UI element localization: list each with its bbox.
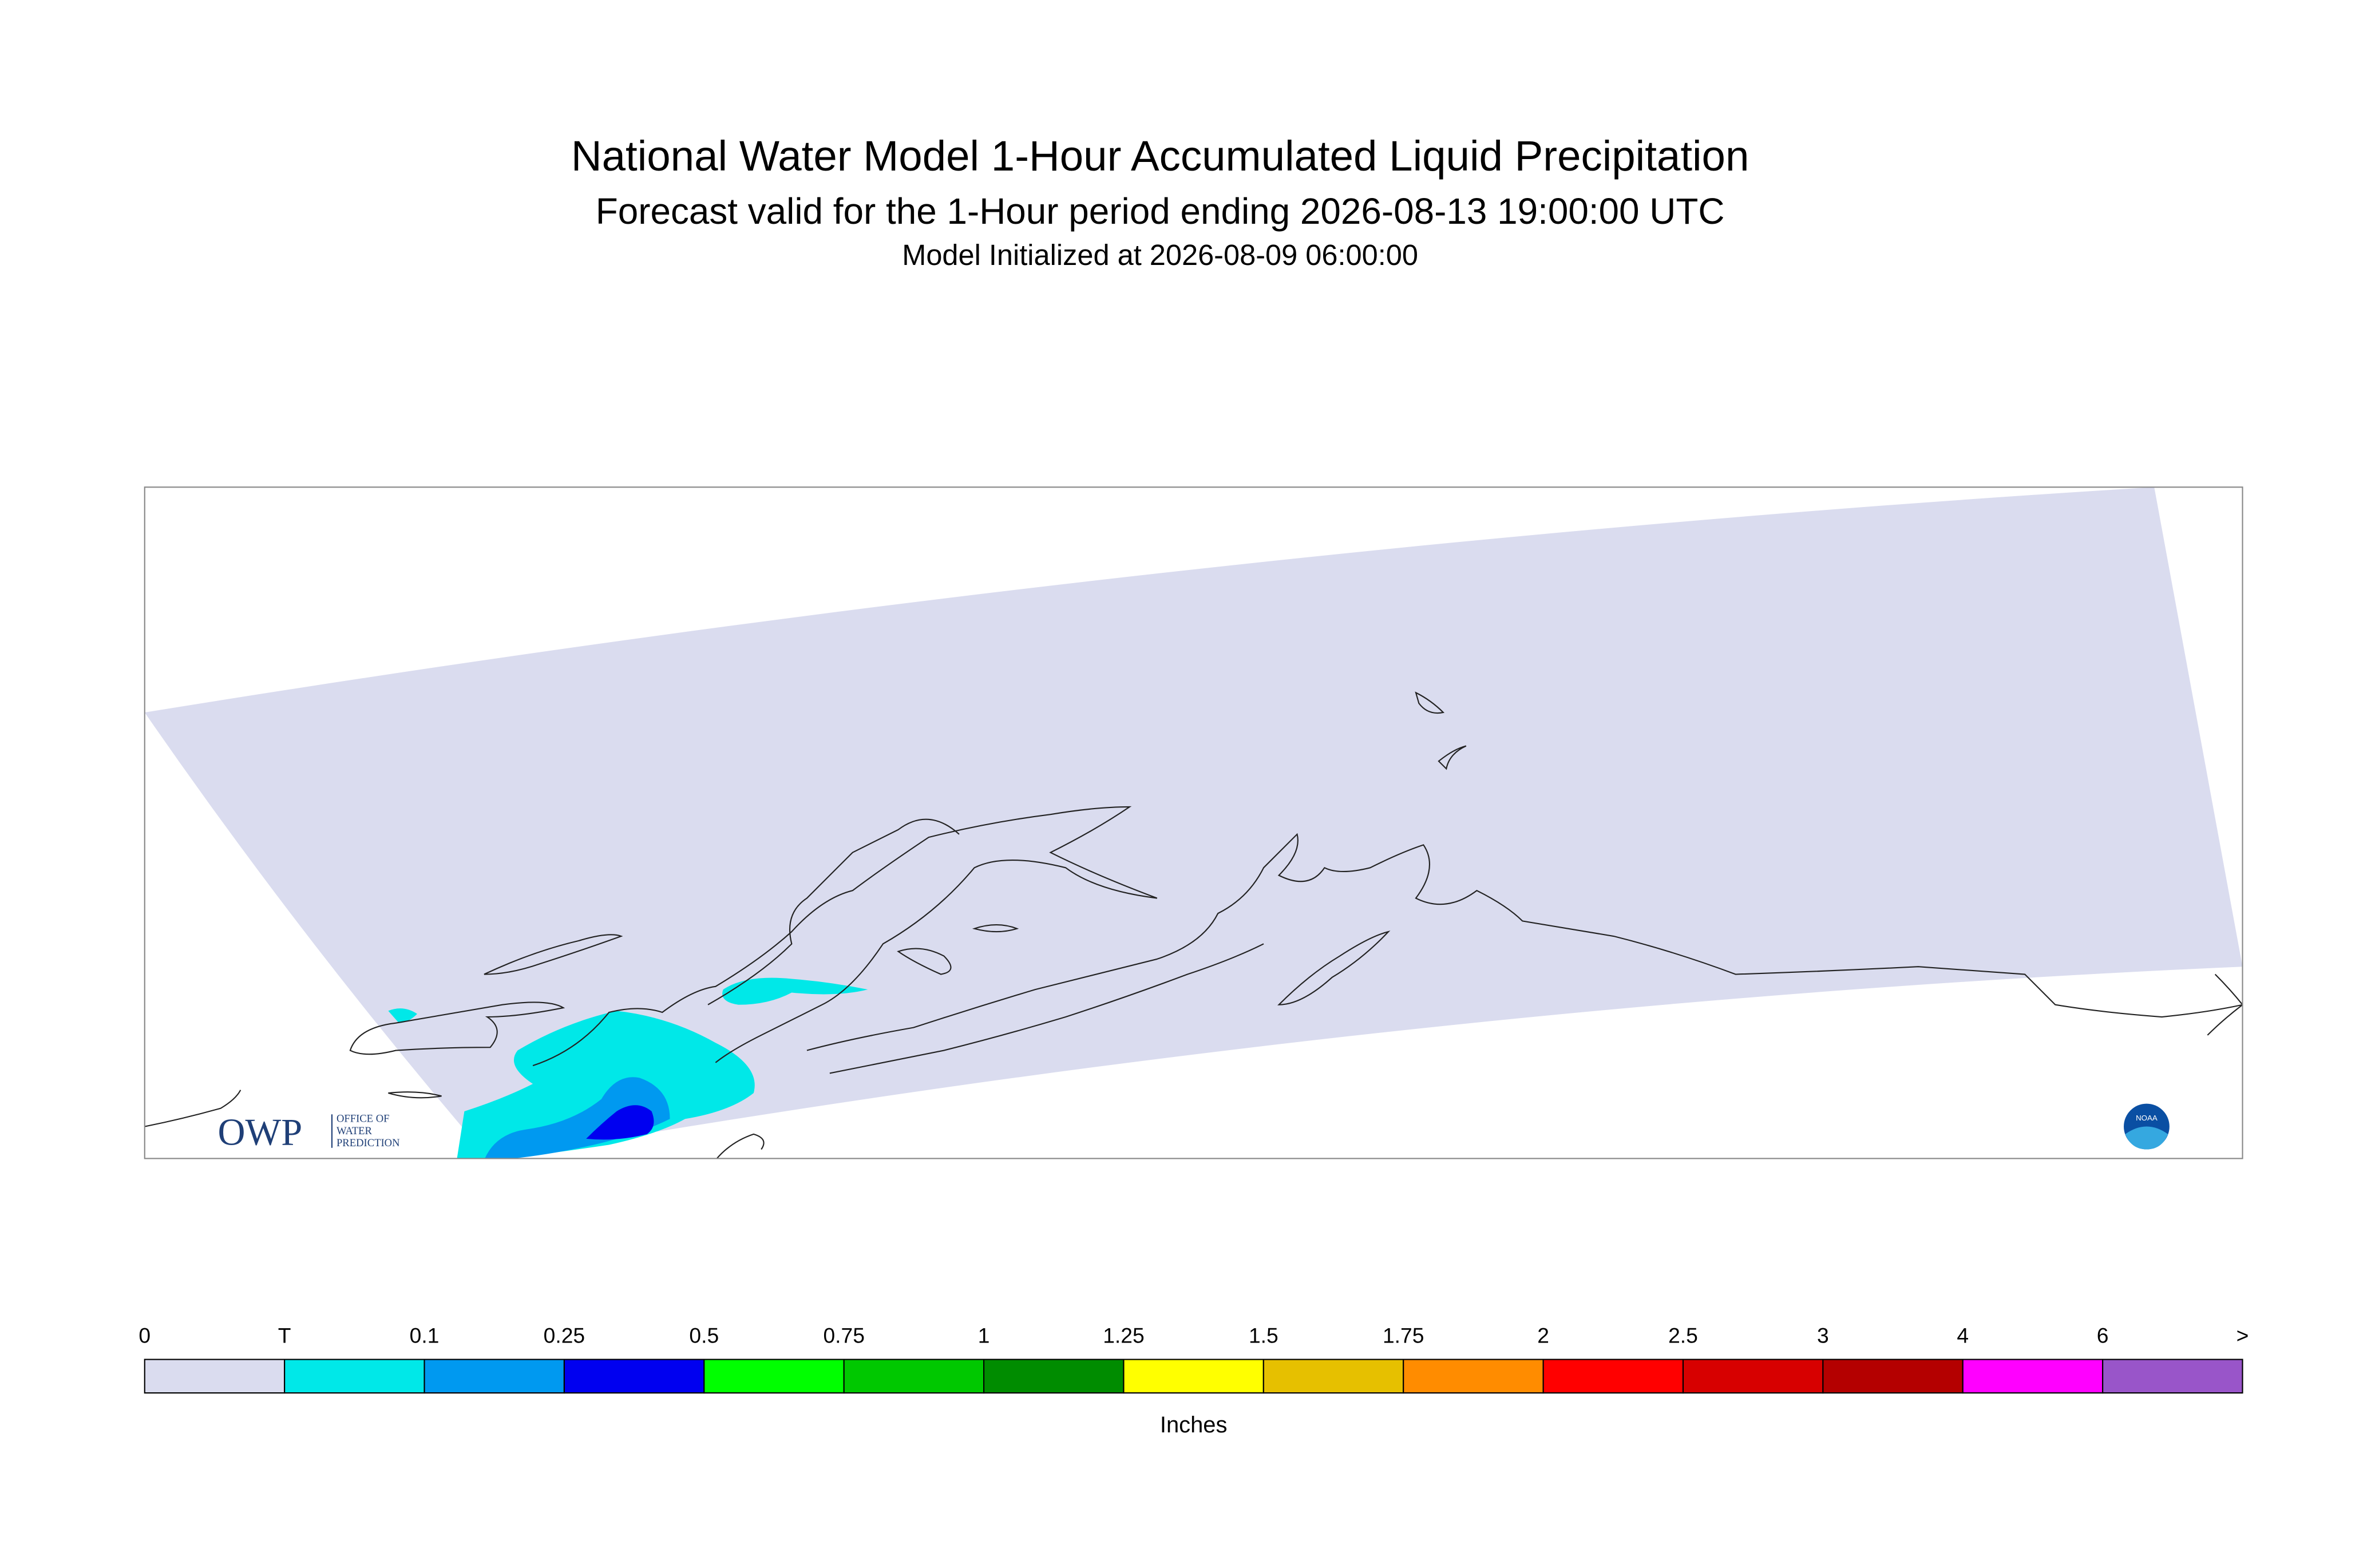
colorbar-label: T [278, 1323, 291, 1347]
colorbar-box [2102, 1359, 2243, 1394]
precip-trace [722, 977, 868, 1005]
coast [144, 1090, 242, 1127]
colorbar-label: 1.75 [1383, 1323, 1424, 1347]
colorbar-label: 2.5 [1668, 1323, 1698, 1347]
colorbar-box [284, 1359, 425, 1394]
colorbar-box [1542, 1359, 1684, 1394]
subtitle: Forecast valid for the 1-Hour period end… [596, 191, 1725, 232]
colorbar-label: > [2237, 1323, 2249, 1347]
coast [349, 1001, 565, 1055]
colorbar-box [1403, 1359, 1544, 1394]
map-frame [144, 486, 2243, 1159]
precip-trace [388, 1008, 417, 1023]
colorbar-box [843, 1359, 985, 1394]
noaa-wave [2125, 1126, 2168, 1150]
coastline [144, 691, 2243, 1159]
coast [806, 833, 2243, 1051]
colorbar-label: 1.25 [1103, 1323, 1144, 1347]
noaa-text: NOAA [2136, 1114, 2158, 1122]
precip-light [485, 1077, 670, 1159]
colorbar-label: 3 [1817, 1323, 1829, 1347]
precip-trace [457, 1011, 755, 1159]
colorbar-box [703, 1359, 845, 1394]
title: National Water Model 1-Hour Accumulated … [571, 132, 1749, 180]
colorbar-box [423, 1359, 565, 1394]
coast [716, 1133, 765, 1159]
colorbar-box [1682, 1359, 1824, 1394]
colorbar-label: 0.5 [689, 1323, 719, 1347]
colorbar-label: 0 [138, 1323, 151, 1347]
colorbar-box [983, 1359, 1125, 1394]
colorbar-unit: Inches [1160, 1412, 1228, 1438]
colorbar-label: 2 [1537, 1323, 1549, 1347]
colorbar-label: 0.25 [544, 1323, 585, 1347]
precip-moderate [586, 1105, 654, 1140]
precip [388, 977, 868, 1159]
coast [2207, 973, 2243, 1036]
logo-owp: OWP [217, 1111, 302, 1153]
colorbar-box [1962, 1359, 2104, 1394]
coast [897, 948, 952, 975]
colorbar-box [144, 1359, 286, 1394]
logo-line: WATER [337, 1125, 373, 1137]
logo-line: PREDICTION [337, 1137, 400, 1149]
owp-logo: OWP OFFICE OF WATER PREDICTION [217, 1111, 400, 1153]
colorbar-box [1262, 1359, 1404, 1394]
colorbar-label: 4 [1957, 1323, 1969, 1347]
colorbar-box [1822, 1359, 1964, 1394]
colorbar: 0 T 0.1 0.25 0.5 0.75 1 1.25 1.5 1.75 2 2.5 3 4 6 > [138, 1323, 2249, 1394]
colorbar-label: 0.1 [410, 1323, 440, 1347]
colorbar-label: 6 [2097, 1323, 2109, 1347]
colorbar-box [563, 1359, 705, 1394]
colorbar-label: 0.75 [823, 1323, 864, 1347]
colorbar-label: 1 [978, 1323, 990, 1347]
coast [532, 806, 1158, 1067]
coast [829, 943, 1264, 1074]
colorbar-box [1123, 1359, 1264, 1394]
colorbar-label: 1.5 [1249, 1323, 1278, 1347]
init-time: Model Initialized at 2026-08-09 06:00:00 [902, 239, 1418, 271]
coast [707, 818, 960, 1005]
coast [484, 934, 623, 975]
logo-line: OFFICE OF [337, 1113, 390, 1125]
coast [1277, 930, 1391, 1005]
coast [972, 924, 1019, 933]
noaa-logo: NOAA [2124, 1103, 2170, 1150]
coast [388, 1091, 442, 1099]
map [144, 487, 2243, 1159]
coast [1438, 745, 1467, 770]
coast [1415, 691, 1445, 714]
model-domain [144, 487, 2243, 1159]
